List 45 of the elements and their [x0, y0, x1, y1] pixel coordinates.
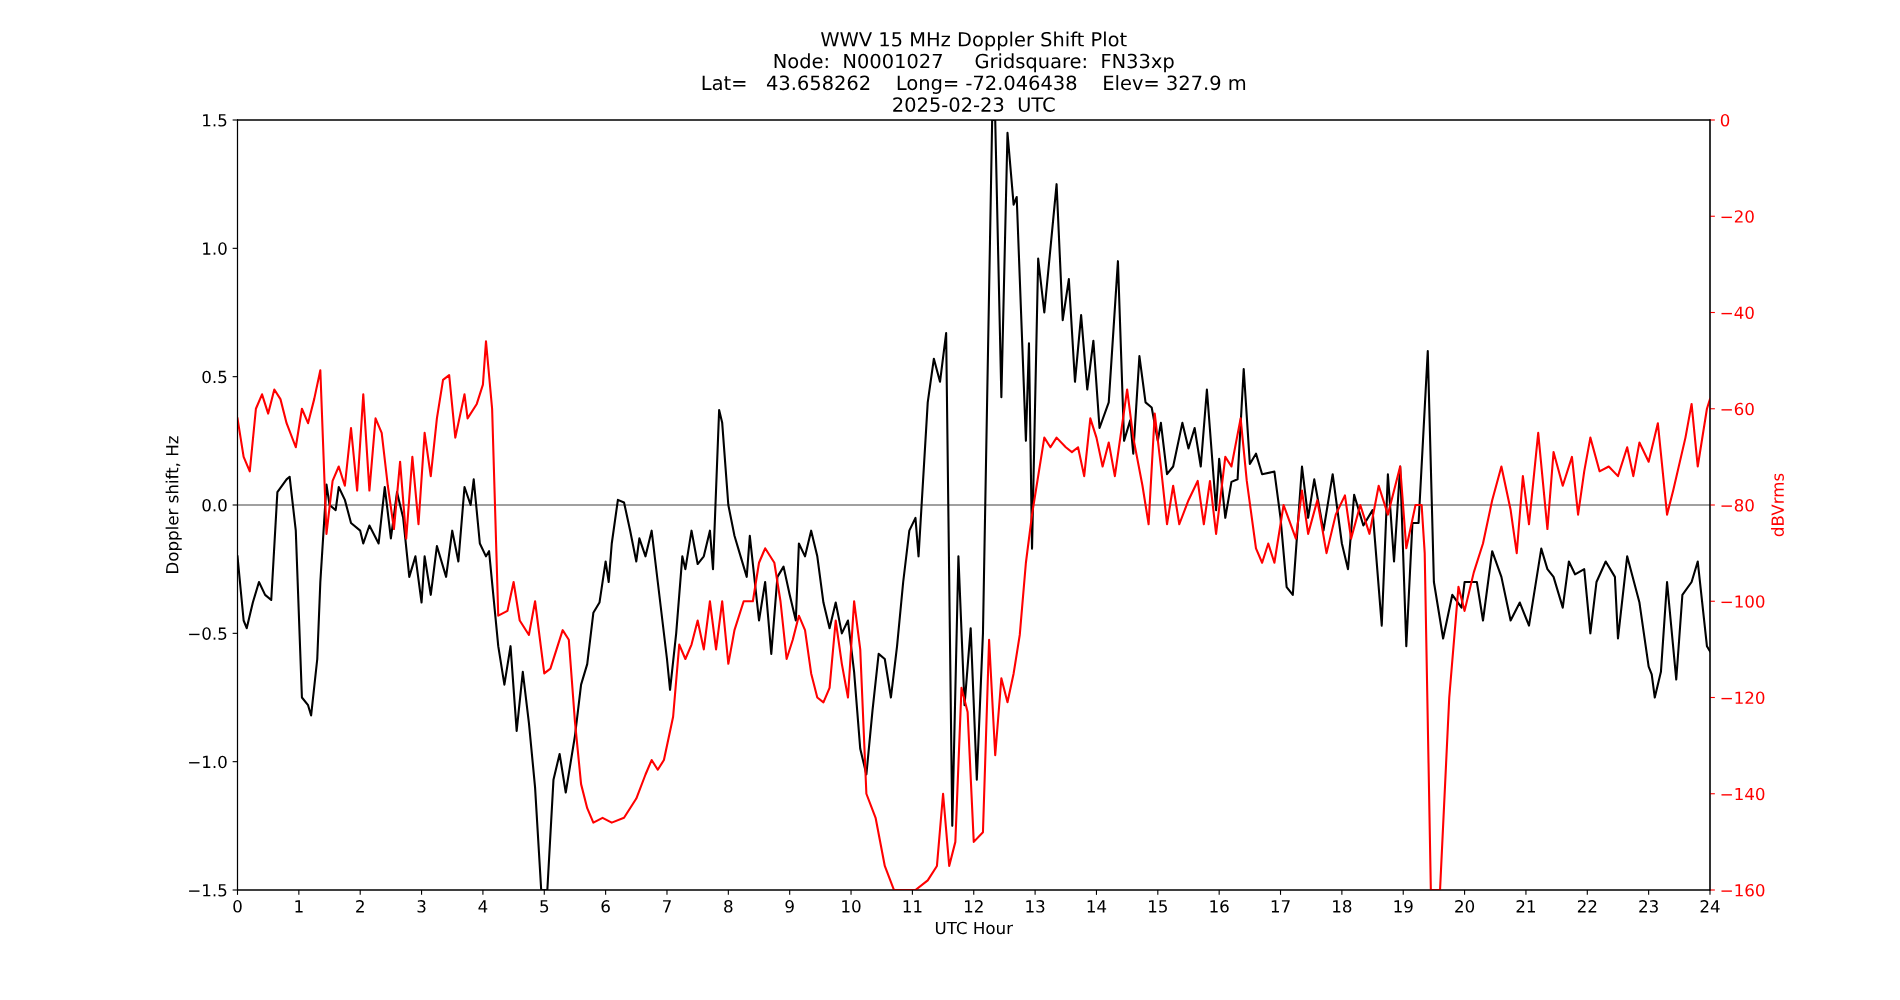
chart-title: WWV 15 MHz Doppler Shift Plot Node: N0001027 Gridsquare: FN33xp Lat= 43.658262 Long= -72.046438 Elev= 327.9 m 2025-02-23 UTC	[702, 31, 1246, 112]
y2-tick-label: −120	[1721, 691, 1765, 705]
x-tick-label: 8	[724, 900, 733, 913]
x-tick-label: 13	[1026, 900, 1045, 913]
x-tick-label: 11	[903, 900, 922, 913]
x-tick-label: 2	[356, 900, 364, 913]
x-tick-label: 12	[964, 900, 983, 913]
x-tick-label: 15	[1149, 900, 1167, 913]
x-tick-label: 20	[1455, 900, 1475, 913]
x-tick-label: 10	[842, 900, 861, 913]
x-axis-title: UTC Hour	[935, 921, 1013, 935]
y-tick-label: 0.5	[202, 370, 227, 384]
x-tick-label: 22	[1577, 900, 1597, 913]
y-tick-label: 1.0	[203, 242, 227, 255]
y2-tick-label: −140	[1721, 787, 1765, 801]
y2-tick-label: −80	[1721, 498, 1754, 512]
x-tick-label: 23	[1639, 900, 1658, 913]
x-tick-label: 4	[478, 900, 488, 913]
x-tick-label: 14	[1087, 900, 1107, 913]
x-tick-label: 6	[601, 900, 610, 913]
y-tick-label: 1.5	[203, 114, 227, 127]
x-tick-label: 21	[1516, 900, 1535, 913]
y-tick-label: −1.0	[189, 755, 227, 769]
y2-axis-title: dBVrms	[1771, 473, 1784, 537]
y-axis-title: Doppler shift, Hz	[165, 436, 182, 573]
y2-tick-label: −40	[1721, 306, 1754, 320]
x-tick-label: 1	[295, 900, 303, 913]
y2-tick-label: −160	[1721, 883, 1765, 897]
x-tick-label: 18	[1333, 900, 1352, 913]
x-tick-label: 9	[785, 900, 794, 913]
x-tick-label: 16	[1210, 900, 1229, 913]
x-tick-label: 19	[1394, 900, 1413, 913]
y2-tick-label: −20	[1721, 210, 1754, 223]
x-tick-label: 24	[1700, 900, 1720, 913]
x-tick-label: 7	[663, 900, 671, 913]
y-tick-label: −1.5	[189, 884, 227, 897]
y-tick-label: −0.5	[189, 627, 227, 640]
x-tick-label: 3	[417, 900, 426, 913]
x-tick-label: 5	[540, 900, 549, 913]
x-tick-label: 17	[1271, 900, 1290, 913]
y-tick-label: 0.0	[202, 498, 227, 512]
y2-tick-label: −60	[1721, 402, 1754, 416]
y2-tick-label: −100	[1721, 595, 1765, 608]
x-tick-label: 0	[233, 900, 242, 913]
y2-tick-label: 0	[1720, 113, 1730, 127]
